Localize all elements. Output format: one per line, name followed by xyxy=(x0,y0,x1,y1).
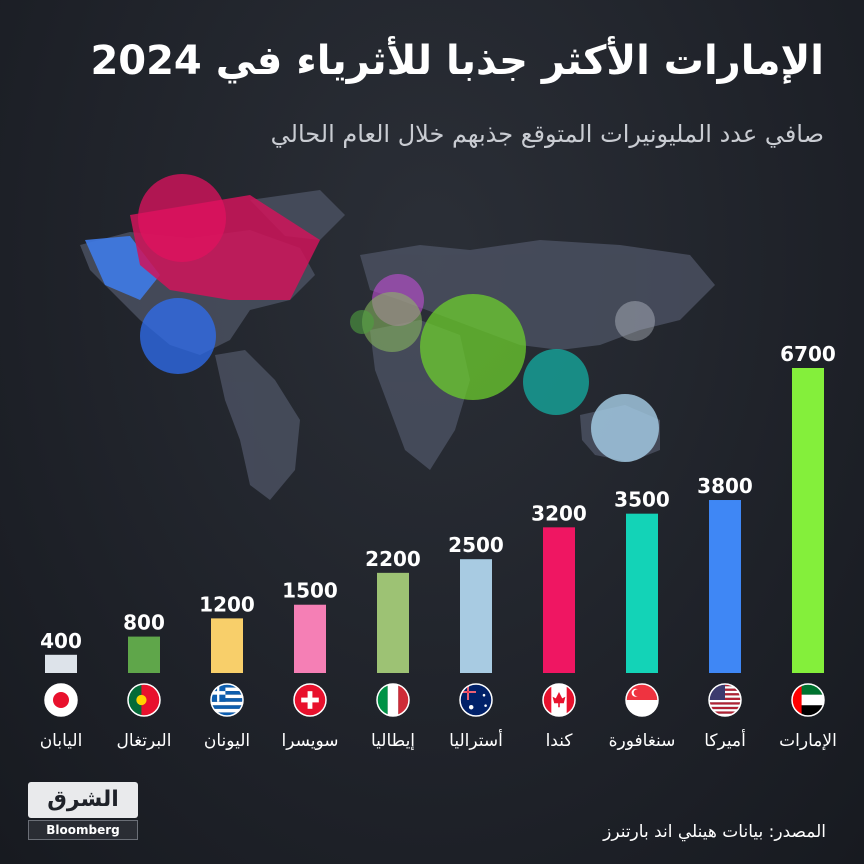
data-label: 2200 xyxy=(365,547,421,571)
usa-flag-icon xyxy=(708,683,742,717)
data-label: 800 xyxy=(123,611,165,635)
bar xyxy=(543,527,575,673)
bar xyxy=(128,636,160,673)
category-label: اليابان xyxy=(40,731,83,751)
logo-bloomberg: Bloomberg xyxy=(28,820,138,840)
region-highlights xyxy=(85,174,659,462)
bar xyxy=(460,559,492,673)
singapore-flag-icon xyxy=(625,683,659,717)
data-label: 2500 xyxy=(448,533,504,557)
bar xyxy=(45,654,77,673)
bar xyxy=(792,368,824,673)
data-label: 400 xyxy=(40,629,82,653)
category-label: كندا xyxy=(546,731,574,751)
japan-flag-icon xyxy=(44,683,78,717)
category-label: سويسرا xyxy=(281,731,338,751)
data-label: 1200 xyxy=(199,592,255,616)
bar xyxy=(377,572,409,673)
bar xyxy=(211,618,243,673)
category-label: أميركا xyxy=(704,729,746,751)
category-label: سنغافورة xyxy=(609,731,676,751)
category-label: الإمارات xyxy=(779,731,837,751)
category-label: اليونان xyxy=(204,731,250,751)
data-label: 3800 xyxy=(697,474,753,498)
source-note: المصدر: بيانات هينلي اند بارتنرز xyxy=(603,822,826,842)
data-label: 3500 xyxy=(614,488,670,512)
italy-flag-icon xyxy=(376,683,410,717)
chart-title: الإمارات الأكثر جذبا للأثرياء في 2024 xyxy=(90,38,824,84)
australia-flag-icon xyxy=(459,683,493,717)
greece-flag-icon xyxy=(210,683,244,717)
data-label: 6700 xyxy=(780,342,836,366)
category-label: البرتغال xyxy=(117,731,172,751)
portugal-flag-icon xyxy=(127,683,161,717)
logo-mark: الشرق xyxy=(28,782,138,818)
logo: الشرق Bloomberg xyxy=(28,782,138,842)
bar xyxy=(294,604,326,673)
category-label: أستراليا xyxy=(449,729,503,751)
canada-flag-icon xyxy=(542,683,576,717)
switzerland-flag-icon xyxy=(293,683,327,717)
data-label: 1500 xyxy=(282,579,338,603)
category-label: إيطاليا xyxy=(371,731,415,751)
chart-subtitle: صافي عدد المليونيرات المتوقع جذبهم خلال … xyxy=(270,120,824,148)
data-label: 3200 xyxy=(531,501,587,525)
bar xyxy=(626,513,658,673)
bar xyxy=(709,500,741,673)
uae-flag-icon xyxy=(791,683,825,717)
